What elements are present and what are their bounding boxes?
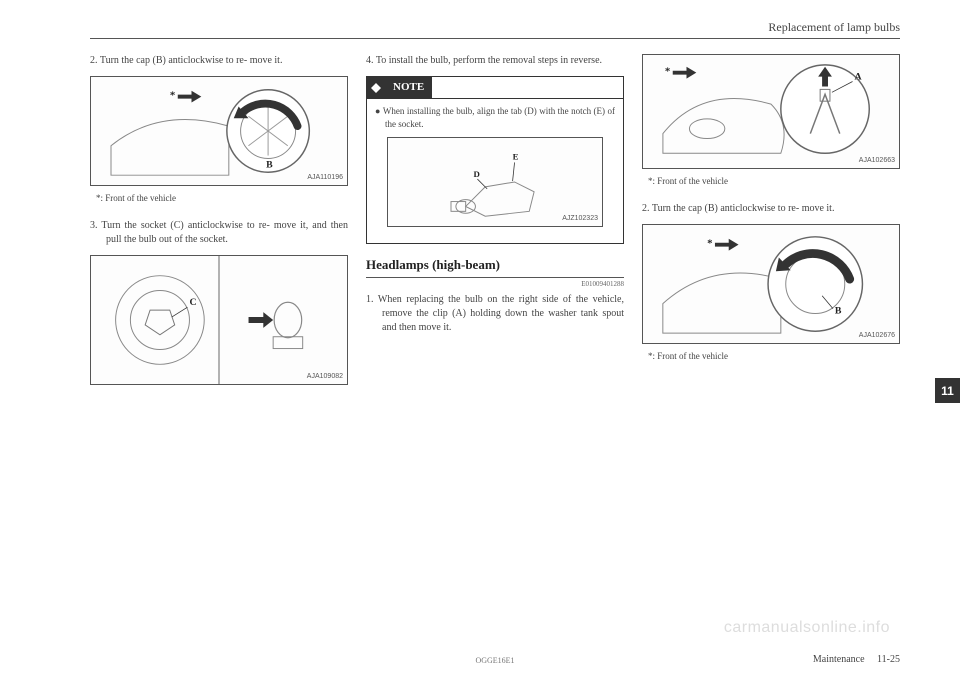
step-text: 4. To install the bulb, perform the remo… [366, 54, 624, 68]
figure-code: AJA102676 [859, 331, 895, 341]
column-1: 2. Turn the cap (B) anticlockwise to re-… [90, 54, 348, 391]
step-text: 3. Turn the socket (C) anticlockwise to … [90, 219, 348, 247]
note-body: ● When installing the bulb, align the ta… [367, 99, 623, 242]
note-header: NOTE [367, 77, 623, 99]
manual-page: Replacement of lamp bulbs 2. Turn the ca… [0, 0, 960, 679]
svg-text:B: B [835, 305, 842, 316]
diagram-svg: B * [643, 225, 899, 343]
svg-text:D: D [473, 169, 479, 179]
figure-caption: *: Front of the vehicle [90, 192, 348, 205]
step-text: 2. Turn the cap (B) anticlockwise to re-… [642, 202, 900, 216]
note-box: NOTE ● When installing the bulb, align t… [366, 76, 624, 244]
figure-code: AJZ102323 [562, 214, 598, 224]
diagram-svg: B * [91, 77, 347, 185]
diagram-svg: A * [643, 55, 899, 168]
label-b: B [266, 159, 273, 170]
note-icon [367, 77, 385, 98]
footer-code: OGGE16E1 [475, 656, 514, 665]
figure-cap-b: B * AJA110196 [90, 76, 348, 186]
note-text: ● When installing the bulb, align the ta… [375, 105, 615, 130]
column-3: A * AJA102663 *: Front of the vehicle 2.… [642, 54, 900, 391]
note-title: NOTE [385, 77, 432, 98]
svg-text:E: E [513, 151, 519, 161]
step-text: 2. Turn the cap (B) anticlockwise to re-… [90, 54, 348, 68]
figure-caption: *: Front of the vehicle [642, 175, 900, 188]
figure-cap-b2: B * AJA102676 [642, 224, 900, 344]
figure-code: AJA109082 [307, 372, 343, 382]
figure-code: AJA110196 [307, 173, 343, 183]
figure-caption: *: Front of the vehicle [642, 350, 900, 363]
content-columns: 2. Turn the cap (B) anticlockwise to re-… [90, 54, 900, 391]
figure-socket-c: C AJA109082 [90, 255, 348, 385]
note-figure: E D AJZ102323 [387, 137, 603, 227]
svg-text:*: * [170, 90, 175, 102]
footer-page: 11-25 [877, 654, 900, 665]
figure-code: AJA102663 [859, 156, 895, 166]
step-text: 1. When replacing the bulb on the right … [366, 293, 624, 335]
chapter-tab: 11 [935, 378, 960, 403]
header-title: Replacement of lamp bulbs [768, 20, 900, 34]
footer-section: Maintenance [813, 654, 865, 665]
diagram-svg: C [91, 256, 347, 384]
footer-right: Maintenance 11-25 [813, 654, 900, 665]
section-heading: Headlamps (high-beam) [366, 256, 624, 278]
page-footer: Maintenance 11-25 OGGE16E1 [90, 654, 900, 665]
svg-text:*: * [707, 237, 712, 249]
watermark: carmanualsonline.info [724, 619, 890, 637]
svg-text:C: C [189, 297, 196, 308]
page-header: Replacement of lamp bulbs [90, 20, 900, 39]
diagram-svg: E D [388, 138, 602, 226]
figure-clip-a: A * AJA102663 [642, 54, 900, 169]
svg-text:*: * [665, 66, 670, 78]
svg-text:A: A [855, 72, 863, 83]
column-2: 4. To install the bulb, perform the remo… [366, 54, 624, 391]
doc-code: E01009401288 [366, 280, 624, 290]
